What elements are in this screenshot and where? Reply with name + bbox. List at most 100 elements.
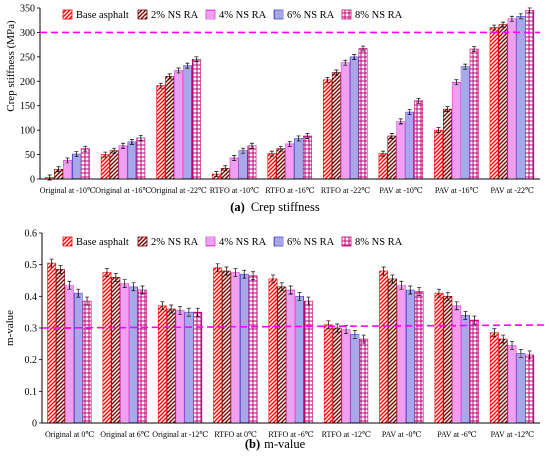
chart-a-category-label: Original at -22℃ [151,186,207,195]
chart-b: m-value 0 0.1 0.2 0.3 0.4 0.5 0.6 Original at … [4,229,547,451]
chart-a-bar [525,10,535,180]
chart-b-error-bar [381,266,386,276]
chart-b-error-bar [49,258,54,268]
chart-b-bar [379,270,389,424]
chart-b-bar [434,292,444,424]
chart-b-bar [295,296,304,424]
chart-b-category-label: RTFO at -12℃ [322,430,371,439]
chart-b-error-bar [408,285,413,295]
chart-b-category-labels: Original at 0℃ Original at 6℃ Original at … [45,430,534,439]
chart-b-legend-label: 8% NS RA [355,237,403,248]
chart-b-bar [507,345,517,424]
chart-b-category-label: Original at 0℃ [45,430,94,439]
chart-b-error-bar [518,348,523,358]
chart-a-bar [498,24,508,180]
chart-b-error-bar [58,265,63,274]
chart-a-bar [507,18,517,180]
chart-a-bar [434,129,444,180]
chart-a-error-bar [56,166,61,173]
chart-a-y-tick-label: 100 [20,126,35,137]
chart-a-error-bar [398,118,403,125]
chart-b-bar [222,270,231,424]
chart-b-error-bar [472,315,477,325]
chart-b-error-bar [510,341,515,350]
chart-a-bar [71,153,81,180]
chart-b-bar [56,269,65,424]
chart-b-error-bar [160,301,165,311]
chart-b-error-bar [242,269,247,279]
chart-b-bar [166,308,176,424]
chart-a-bar [489,27,499,180]
chart-b-error-bar [306,296,311,306]
chart-a-error-bar [83,145,88,152]
chart-b-reference-line [41,324,547,329]
chart-a-bar [183,65,192,180]
chart-b-category-label: Original at 6℃ [100,430,149,439]
chart-a-bar [136,137,146,180]
chart-a-y-tick-label: 150 [20,101,35,112]
chart-a-error-bar [185,62,190,69]
chart-a-category-label: RTFO at -16℃ [265,186,314,195]
chart-a-bars [45,7,535,181]
chart-a-y-tick-label: 50 [25,150,35,161]
chart-b-legend-swatch [341,236,352,247]
chart-b-bar [286,289,296,424]
chart-b-error-bar [326,320,331,330]
chart-b-legend-label: 6% NS RA [287,237,335,248]
chart-b-bar [332,327,342,424]
chart-a-bar [443,108,452,180]
chart-a-error-bar [334,69,339,76]
chart-b-error-bar [104,268,109,277]
chart-b-error-bar [445,291,450,301]
chart-b-legend-swatch [273,236,284,247]
chart-b-y-tick-label: 0.5 [25,260,38,271]
chart-b-error-bar [113,272,118,282]
chart-a-error-bar [129,139,134,145]
chart-a-axes [39,8,540,180]
chart-b-bar [64,284,74,424]
chart-b-error-bar [131,282,136,292]
chart-a-y-tick-label: 200 [20,77,35,88]
chart-a-error-bar [194,56,199,63]
chart-b-category-label: PAV at -12℃ [491,430,535,439]
chart-a-error-bar [325,76,330,83]
chart-b-bar [137,289,147,424]
chart-b-caption: (b) m-value [245,437,306,451]
chart-b-error-bar [417,287,422,296]
chart-a-bar [109,150,119,180]
chart-b-category-label: RTFO at -6℃ [268,430,313,439]
chart-b-bar [516,353,526,424]
chart-b-bar [414,291,424,424]
chart-b-bar [405,289,415,424]
chart-b-error-bar [251,271,256,281]
chart-a-bar [358,48,368,180]
chart-b-error-bar [501,334,506,344]
chart-b-bar [120,283,130,424]
chart-a-error-bar [296,135,301,142]
chart-a-error-bar [249,142,254,149]
chart-b-category-label: RTFO at 0℃ [214,430,257,439]
chart-a-legend-label: 2% NS RA [151,10,199,21]
chart-a-bar [267,153,277,180]
chart-b-bar [213,267,223,424]
chart-b-error-bar [178,306,183,315]
chart-a-bar [156,85,166,180]
chart-a-error-bar [103,151,108,158]
chart-a-error-bar [389,133,394,139]
chart-a-bar [378,153,388,180]
chart-a-bar [331,72,341,180]
chart-b-bar [489,332,499,424]
chart-b-legend-swatch [205,236,216,247]
chart-a-error-bar [269,150,274,157]
chart-b-error-bar [361,334,366,344]
chart-a-error-bar [454,79,459,86]
chart-a-caption: (a) Crep stiffness [230,200,320,214]
chart-b-bars [47,258,535,424]
chart-a-legend-swatch [341,9,352,20]
chart-a-error-bar [343,59,348,66]
chart-a-bar [165,76,175,180]
chart-b-bar [452,305,462,424]
chart-b-bar [469,319,479,424]
chart-a-error-bar [518,13,523,20]
chart-b-category-label: Original at -12℃ [152,430,208,439]
